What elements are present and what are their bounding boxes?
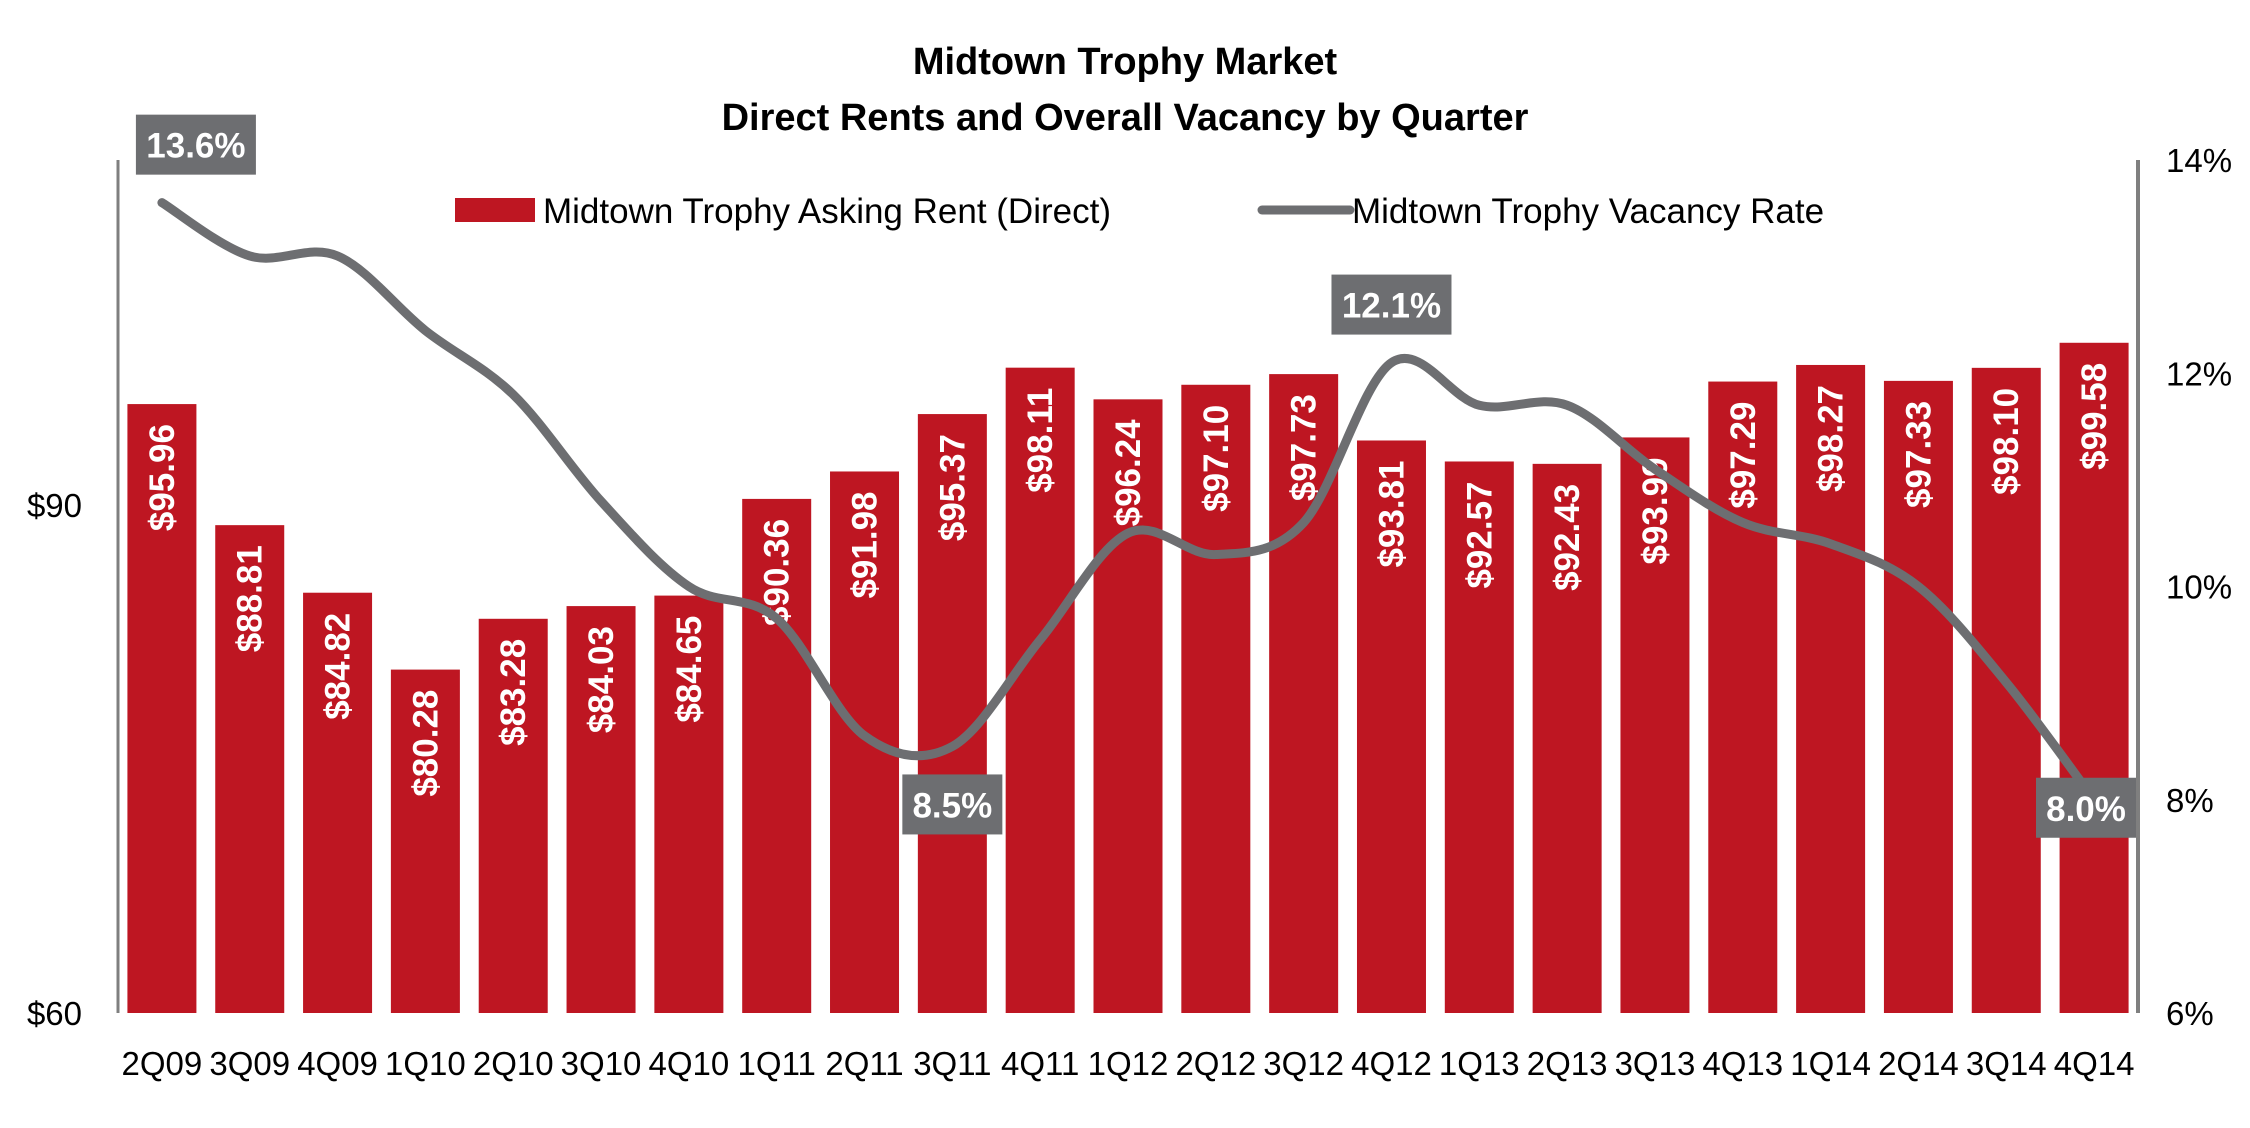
bar-label-3Q09: $88.81 (231, 545, 270, 652)
callouts-group: 13.6% 8.5% 12.1% 8.0% (135, 114, 2136, 838)
bar-labels-group: $95.96 $88.81 $84.82 $80.28 $83.28 $84.03 $84.… (143, 363, 2114, 797)
x-tick-label-1Q13: 1Q13 (1439, 1045, 1520, 1082)
right-tick-label: 14% (2166, 142, 2232, 179)
callout-label-4Q14: 8.0% (2046, 790, 2126, 829)
right-tick-label: 10% (2166, 569, 2232, 606)
bar-label-1Q12: $96.24 (1109, 419, 1148, 527)
bar-2Q09 (127, 404, 197, 1013)
x-tick-label-1Q14: 1Q14 (1790, 1045, 1871, 1082)
right-tick-label: 8% (2166, 782, 2214, 819)
bar-4Q11 (1005, 367, 1075, 1013)
bars-group (127, 342, 2129, 1014)
bar-3Q13 (1620, 437, 1690, 1013)
bar-3Q10 (566, 606, 636, 1013)
bar-4Q10 (654, 595, 724, 1013)
right-tick-label: 6% (2166, 995, 2214, 1032)
bar-label-4Q14: $99.58 (2075, 363, 2114, 470)
callout-box-3Q11 (902, 774, 1003, 835)
x-tick-label-2Q14: 2Q14 (1878, 1045, 1959, 1082)
x-tick-label-1Q12: 1Q12 (1088, 1045, 1169, 1082)
bar-label-2Q14: $97.33 (1899, 401, 1938, 508)
right-tick-label: 12% (2166, 355, 2232, 392)
callout-label-4Q12: 12.1% (1342, 287, 1441, 326)
x-tick-label-3Q10: 3Q10 (561, 1045, 642, 1082)
callout-label-2Q09: 13.6% (146, 127, 245, 166)
bar-2Q13 (1532, 463, 1602, 1013)
bar-label-4Q12: $93.81 (1372, 460, 1411, 567)
bar-1Q14 (1796, 364, 1866, 1014)
x-tick-label-3Q11: 3Q11 (913, 1045, 991, 1082)
bar-1Q13 (1444, 461, 1514, 1013)
bar-2Q12 (1181, 384, 1251, 1014)
callout-label-3Q11: 8.5% (912, 786, 992, 825)
bar-label-3Q10: $84.03 (582, 626, 621, 733)
x-tick-label-1Q11: 1Q11 (738, 1045, 816, 1082)
legend-line-label: Midtown Trophy Vacancy Rate (1352, 192, 1824, 231)
bar-label-3Q14: $98.10 (1987, 388, 2026, 495)
bar-label-2Q11: $91.98 (846, 491, 885, 598)
bar-label-1Q14: $98.27 (1812, 385, 1851, 492)
vacancy-line (157, 198, 2099, 805)
bar-label-4Q10: $84.65 (670, 616, 709, 723)
left-ticks-group: $60 $90 (27, 487, 82, 1032)
bar-2Q10 (478, 618, 548, 1013)
bar-3Q14 (1971, 367, 2041, 1014)
bar-label-1Q10: $80.28 (406, 690, 445, 797)
x-tick-label-4Q13: 4Q13 (1702, 1045, 1783, 1082)
x-tick-label-4Q14: 4Q14 (2054, 1045, 2135, 1082)
callout-box-2Q09 (135, 114, 256, 175)
x-tick-label-2Q09: 2Q09 (122, 1045, 203, 1082)
x-tick-label-4Q11: 4Q11 (1001, 1045, 1079, 1082)
right-ticks-group: 6% 8% 10% 12% 14% (2166, 142, 2232, 1032)
bar-4Q09 (303, 592, 373, 1013)
bar-2Q14 (1883, 380, 1953, 1013)
bar-label-4Q09: $84.82 (319, 613, 358, 720)
left-tick-label: $60 (27, 995, 82, 1032)
bar-1Q11 (742, 498, 812, 1013)
x-tick-label-3Q14: 3Q14 (1966, 1045, 2047, 1082)
x-tick-label-1Q10: 1Q10 (385, 1045, 466, 1082)
left-tick-label: $90 (27, 487, 82, 524)
x-tick-label-4Q12: 4Q12 (1351, 1045, 1432, 1082)
x-tick-label-2Q11: 2Q11 (825, 1045, 903, 1082)
bar-3Q09 (215, 525, 285, 1013)
legend-bar-swatch (455, 198, 535, 222)
x-tick-label-3Q12: 3Q12 (1263, 1045, 1344, 1082)
bar-2Q11 (830, 471, 900, 1013)
bar-label-2Q12: $97.10 (1197, 405, 1236, 512)
bar-label-1Q13: $92.57 (1460, 481, 1499, 588)
x-tick-label-4Q09: 4Q09 (297, 1045, 378, 1082)
bar-label-3Q11: $95.37 (933, 434, 972, 541)
chart-title: Midtown Trophy Market (913, 41, 1338, 83)
x-tick-label-3Q13: 3Q13 (1615, 1045, 1696, 1082)
bar-3Q11 (917, 414, 987, 1013)
x-tick-label-4Q10: 4Q10 (649, 1045, 730, 1082)
bar-label-2Q13: $92.43 (1548, 484, 1587, 591)
bar-4Q13 (1708, 381, 1778, 1013)
chart-subtitle: Direct Rents and Overall Vacancy by Quar… (722, 97, 1529, 139)
callout-box-4Q12 (1331, 274, 1452, 335)
callout-box-4Q14 (2036, 777, 2136, 838)
x-tick-label-2Q12: 2Q12 (1175, 1045, 1256, 1082)
bar-label-2Q10: $83.28 (494, 639, 533, 746)
x-ticks-group: 2Q09 3Q09 4Q09 1Q10 2Q10 3Q10 4Q10 1Q11 2Q11 3Q11… (122, 1045, 2135, 1082)
bar-label-4Q11: $98.11 (1021, 388, 1060, 493)
bar-label-2Q09: $95.96 (143, 424, 182, 531)
bar-1Q10 (390, 669, 460, 1013)
vacancy-line-group (157, 198, 2099, 805)
bar-1Q12 (1093, 399, 1163, 1013)
bar-4Q12 (1356, 440, 1426, 1013)
legend-bar-label: Midtown Trophy Asking Rent (Direct) (543, 192, 1111, 231)
legend: Midtown Trophy Asking Rent (Direct) Midt… (455, 192, 1824, 231)
bar-label-4Q13: $97.29 (1724, 402, 1763, 509)
x-tick-label-3Q09: 3Q09 (209, 1045, 290, 1082)
x-tick-label-2Q13: 2Q13 (1527, 1045, 1608, 1082)
bar-4Q14 (2059, 342, 2129, 1013)
x-tick-label-2Q10: 2Q10 (473, 1045, 554, 1082)
bar-label-3Q12: $97.73 (1285, 394, 1324, 501)
